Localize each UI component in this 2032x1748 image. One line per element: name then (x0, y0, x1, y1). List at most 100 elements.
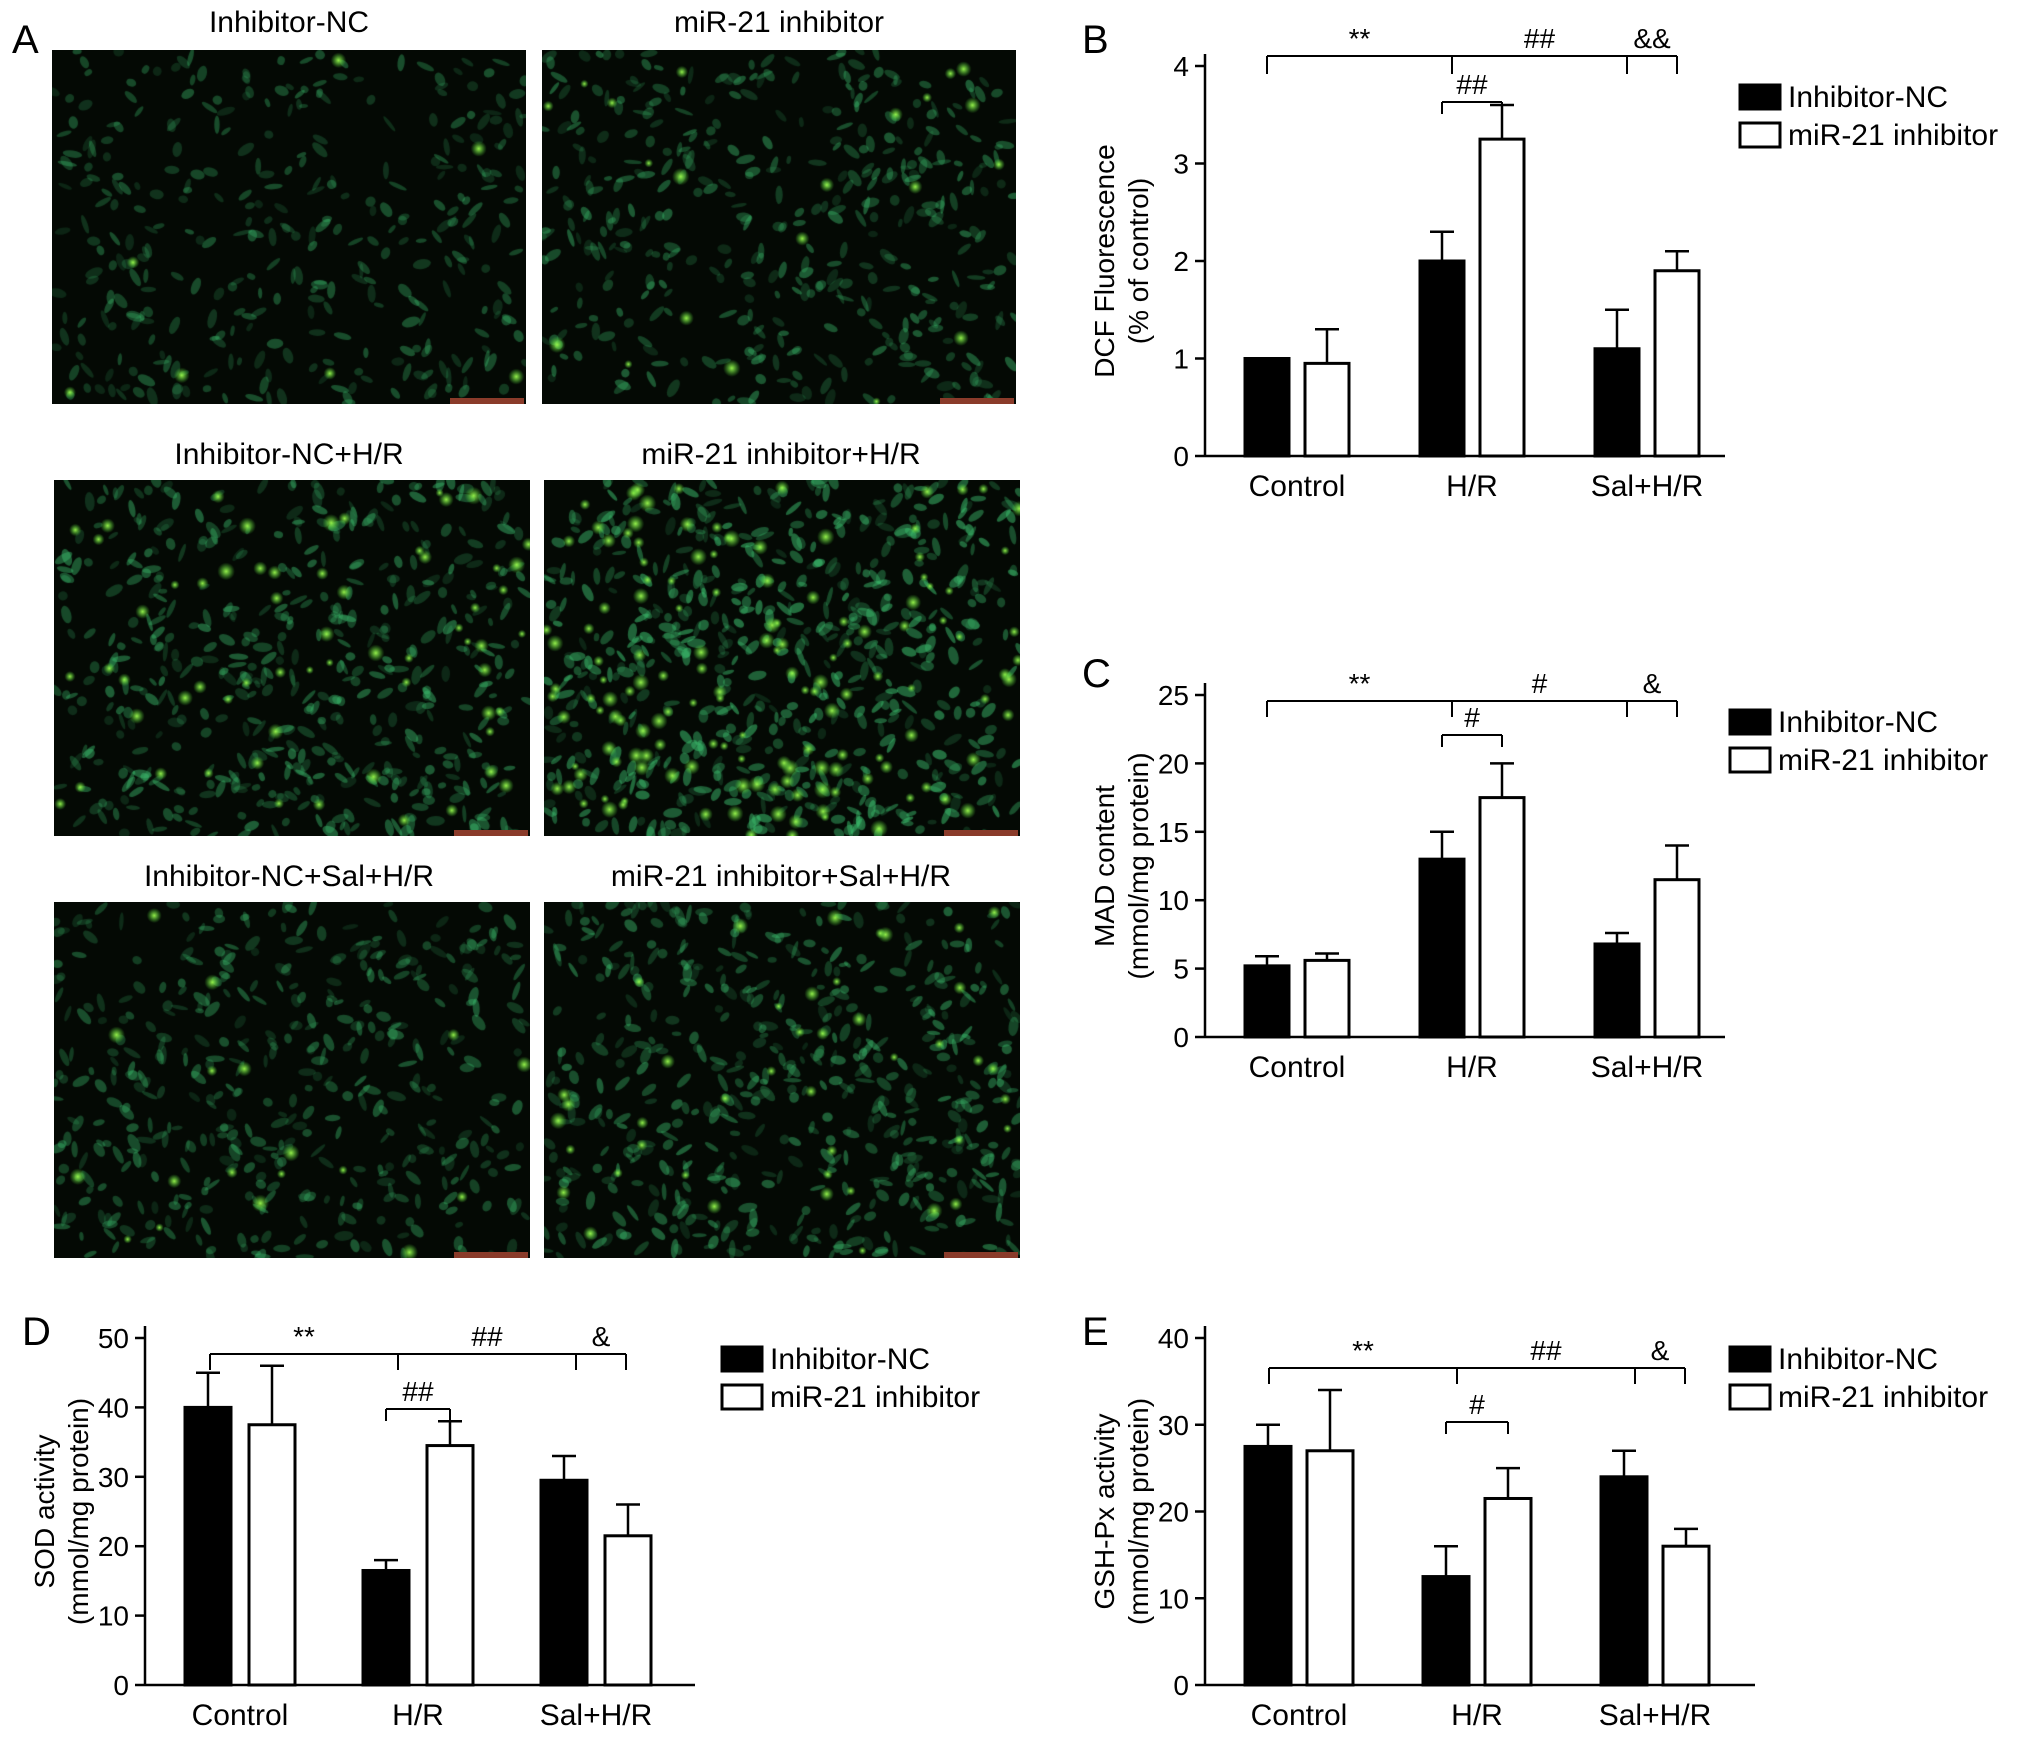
legend-swatch (1738, 121, 1782, 149)
bar-mir21-inhibitor (1483, 1496, 1533, 1687)
x-tick-label: Control (1249, 470, 1346, 503)
significance-label: ## (1530, 1335, 1562, 1366)
legend-swatch (720, 1383, 764, 1411)
y-tick-label: 4 (1173, 51, 1189, 82)
significance-label: ** (1349, 668, 1371, 699)
chart-dcf-fluorescence: 0 1 2 3 4 DCF Fluorescence (% of control) Contr… (1089, 23, 1998, 503)
significance-label: && (1633, 23, 1671, 54)
legend-swatch (1728, 746, 1772, 774)
micrograph-label: Inhibitor-NC+H/R (174, 438, 404, 471)
y-axis-label: DCF Fluorescence (% of control) (1089, 144, 1154, 377)
micrograph-image (544, 902, 1020, 1258)
scale-bar (454, 1252, 528, 1258)
y-tick-label: 3 (1173, 149, 1189, 180)
x-tick-label: Sal+H/R (1591, 1051, 1704, 1084)
scale-bar (454, 830, 528, 836)
legend-swatch (1728, 708, 1772, 736)
bar-mir21-inhibitor (247, 1423, 297, 1687)
y-tick-label: 20 (1158, 1497, 1189, 1528)
significance-label-inner: # (1464, 702, 1480, 733)
y-tick-label: 40 (98, 1392, 129, 1423)
plot-area: 0 10 20 30 40 50 SOD activity (mmol/mg protein)… (29, 1321, 695, 1732)
x-tick-label: Sal+H/R (540, 1699, 653, 1732)
y-tick-label: 0 (113, 1670, 129, 1701)
y-tick-label: 0 (1173, 441, 1189, 472)
micrograph-image (52, 50, 526, 404)
bar-inhibitor-nc (539, 1478, 589, 1687)
y-tick-label: 10 (1158, 885, 1189, 916)
significance-label-inner: ## (1456, 69, 1488, 100)
scale-bar (944, 1252, 1018, 1258)
significance-label: ** (293, 1321, 315, 1352)
y-axis-label-line1: GSH-Px activity (1089, 1413, 1120, 1609)
y-tick-label: 0 (1173, 1022, 1189, 1053)
y-tick-label: 5 (1173, 954, 1189, 985)
bar-inhibitor-nc (1421, 1575, 1471, 1687)
bar-inhibitor-nc (183, 1405, 233, 1687)
legend-label: Inhibitor-NC (770, 1343, 930, 1376)
chart-gshpx-activity: 0 10 20 30 40 GSH-Px activity (mmol/mg protein… (1089, 1323, 1988, 1732)
legend-swatch (720, 1345, 764, 1373)
x-tick-label: Control (1251, 1699, 1348, 1732)
panel-letter-b: B (1082, 18, 1109, 62)
bar-mir21-inhibitor (1303, 361, 1351, 458)
legend-label: Inhibitor-NC (1778, 706, 1938, 739)
micrograph-label: Inhibitor-NC+Sal+H/R (143, 860, 435, 893)
legend-label: miR-21 inhibitor (770, 1381, 980, 1414)
plot-area: 0 10 20 30 40 GSH-Px activity (mmol/mg protein… (1089, 1323, 1755, 1732)
x-tick-label: Control (192, 1699, 289, 1732)
y-tick-label: 25 (1158, 680, 1189, 711)
y-tick-label: 15 (1158, 817, 1189, 848)
legend-label: miR-21 inhibitor (1788, 119, 1998, 152)
significance-label: # (1532, 668, 1548, 699)
significance-label-inner: ## (402, 1376, 434, 1407)
bar-mir21-inhibitor (1303, 958, 1351, 1039)
y-tick-label: 10 (98, 1601, 129, 1632)
legend-swatch (1738, 83, 1782, 111)
x-tick-label: H/R (392, 1699, 444, 1732)
significance-label: ** (1349, 23, 1371, 54)
legend: Inhibitor-NC miR-21 inhibitor (1728, 1343, 1988, 1414)
bar-mir21-inhibitor (1653, 878, 1701, 1039)
bar-mir21-inhibitor (1478, 137, 1526, 458)
micrograph-image (542, 50, 1016, 404)
x-tick-label: H/R (1446, 1051, 1498, 1084)
significance-label-inner: # (1469, 1389, 1485, 1420)
significance-label: ## (1524, 23, 1556, 54)
panel-letter-e: E (1082, 1310, 1109, 1354)
bar-inhibitor-nc (1243, 1444, 1293, 1687)
legend: Inhibitor-NC miR-21 inhibitor (1728, 706, 1988, 777)
significance-label: ## (471, 1321, 503, 1352)
significance-label: & (592, 1321, 611, 1352)
y-axis-label: GSH-Px activity (mmol/mg protein) (1089, 1398, 1154, 1625)
scale-bar (940, 398, 1014, 404)
y-axis-label: SOD activity (mmol/mg protein) (29, 1398, 94, 1625)
legend-label: miR-21 inhibitor (1778, 744, 1988, 777)
y-axis-label: MAD content (mmol/mg protein) (1089, 752, 1154, 979)
chart-mad-content: 0 5 10 15 20 25 MAD content (mmol/mg protein) Co… (1089, 668, 1988, 1084)
bar-inhibitor-nc (1418, 857, 1466, 1039)
x-tick-label: Control (1249, 1051, 1346, 1084)
plot-area: 0 1 2 3 4 DCF Fluorescence (% of control) Contr… (1089, 23, 1725, 503)
significance-label: & (1643, 668, 1662, 699)
legend-swatch (1728, 1345, 1772, 1373)
panel-letter-a: A (12, 18, 39, 62)
y-axis-label-line2: (mmol/mg protein) (63, 1398, 94, 1625)
legend-label: Inhibitor-NC (1778, 1343, 1938, 1376)
y-tick-label: 1 (1173, 344, 1189, 375)
micrograph-image (54, 480, 530, 836)
legend-swatch (1728, 1383, 1772, 1411)
micrograph-label: miR-21 inhibitor+Sal+H/R (610, 860, 952, 893)
y-tick-label: 50 (98, 1323, 129, 1354)
micrograph-label: Inhibitor-NC (208, 6, 370, 39)
legend-label: miR-21 inhibitor (1778, 1381, 1988, 1414)
y-axis-label-line1: DCF Fluorescence (1089, 144, 1120, 377)
legend: Inhibitor-NC miR-21 inhibitor (720, 1343, 980, 1414)
bar-inhibitor-nc (1243, 357, 1291, 458)
bar-mir21-inhibitor (603, 1534, 653, 1687)
legend: Inhibitor-NC miR-21 inhibitor (1738, 81, 1998, 152)
legend-label: Inhibitor-NC (1788, 81, 1948, 114)
x-tick-label: Sal+H/R (1591, 470, 1704, 503)
x-tick-label: Sal+H/R (1599, 1699, 1712, 1732)
micrograph-image (54, 902, 530, 1258)
